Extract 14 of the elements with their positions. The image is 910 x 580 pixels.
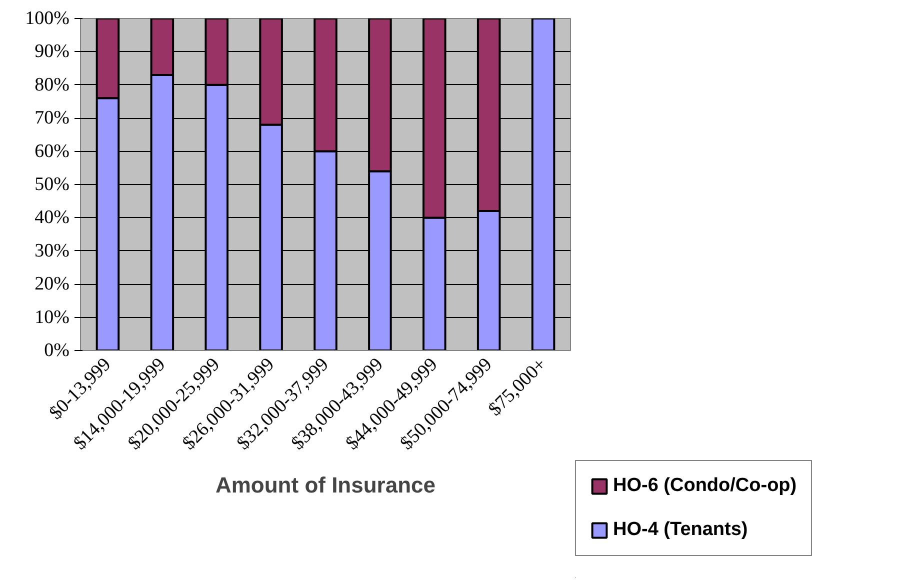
y-tick-label: 50% bbox=[34, 174, 70, 195]
legend-label: HO-6 (Condo/Co-op) bbox=[613, 475, 797, 497]
y-tick-label: 100% bbox=[25, 8, 70, 29]
legend-label: HO-4 (Tenants) bbox=[613, 519, 748, 541]
y-tick-label: 60% bbox=[34, 140, 70, 162]
y-tick-label: 20% bbox=[34, 274, 70, 295]
y-tick-label: 80% bbox=[34, 74, 70, 96]
y-tick-label: 0% bbox=[44, 340, 70, 361]
y-tick-label: 40% bbox=[34, 207, 70, 228]
y-tick-label: 90% bbox=[34, 41, 70, 62]
y-tick-label: 10% bbox=[34, 306, 70, 328]
y-tick-label: 30% bbox=[34, 240, 70, 262]
x-axis-title: Amount of Insurance bbox=[215, 472, 436, 498]
y-tick-label: 70% bbox=[34, 108, 70, 129]
